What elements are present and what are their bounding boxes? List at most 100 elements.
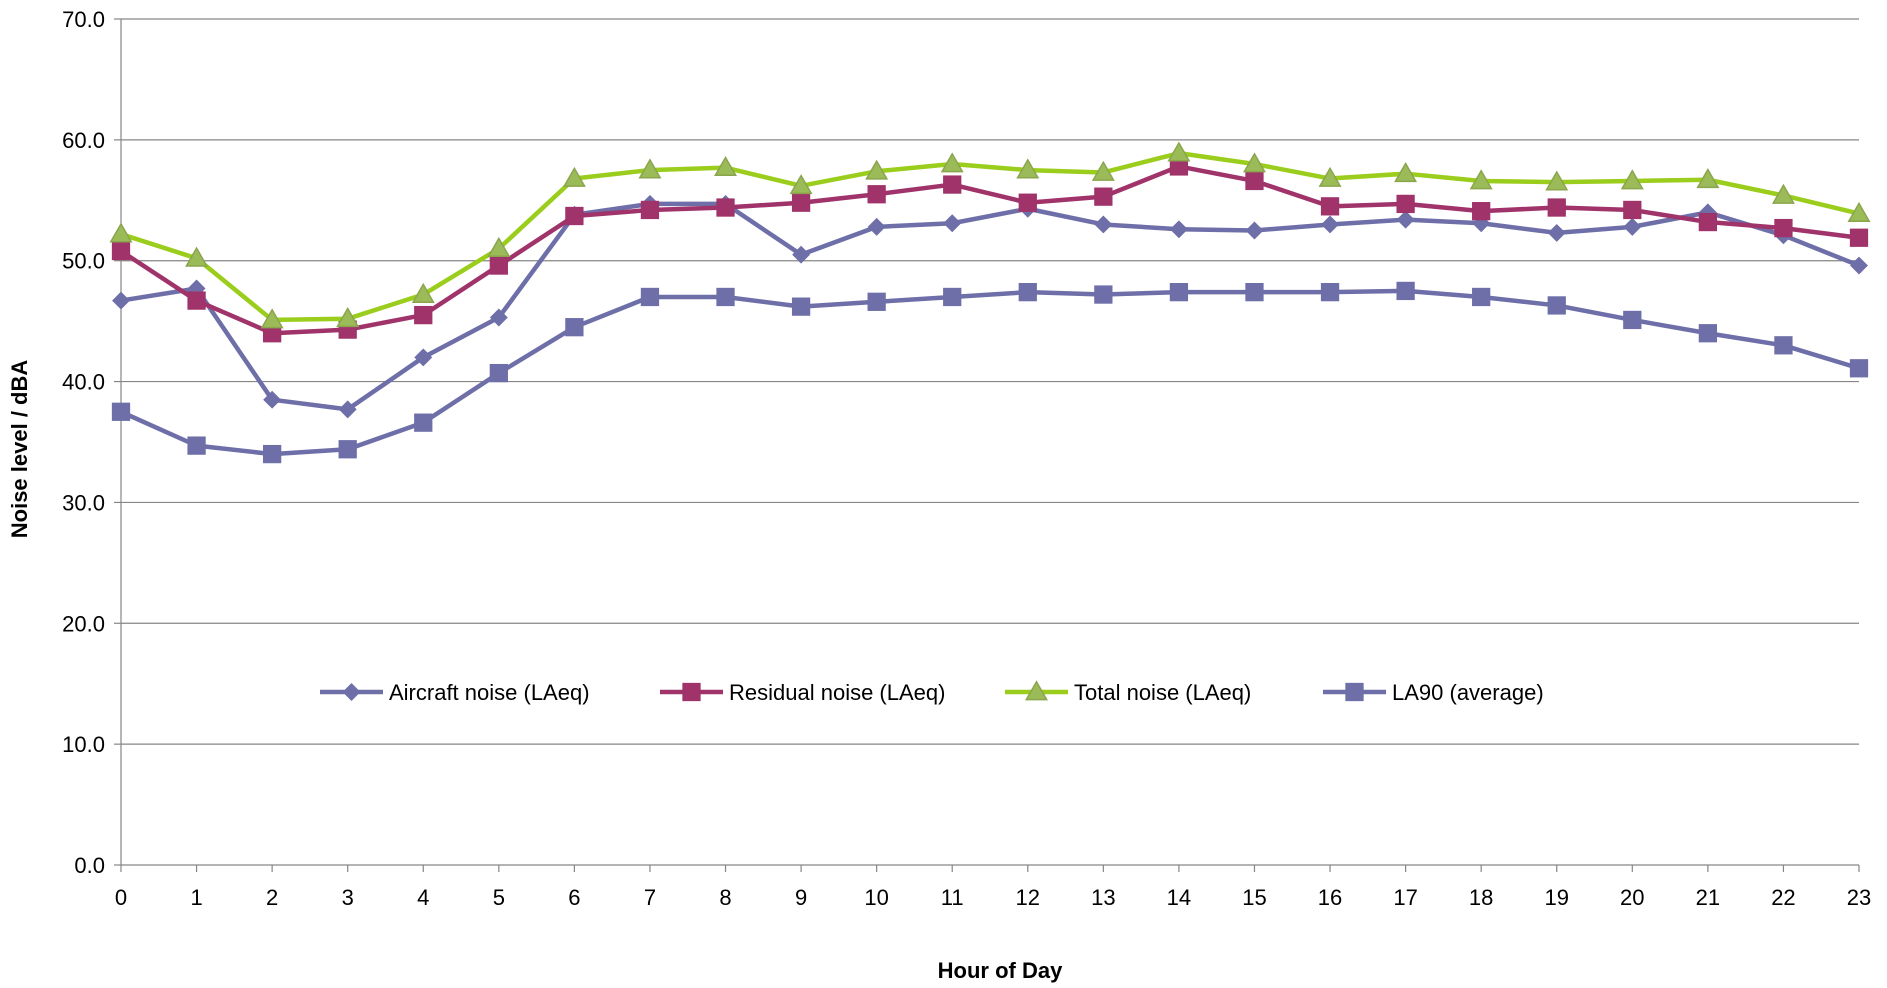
data-point xyxy=(109,222,133,243)
data-point xyxy=(789,174,813,195)
data-point xyxy=(489,308,508,327)
y-tick-label: 10.0 xyxy=(62,732,105,757)
data-point xyxy=(1698,324,1718,343)
x-tick-label: 8 xyxy=(719,885,731,910)
series-line xyxy=(120,150,1860,323)
data-point xyxy=(414,413,433,432)
data-point xyxy=(336,307,360,328)
data-point xyxy=(1698,212,1718,232)
x-tick-label: 12 xyxy=(1016,885,1040,910)
legend-label: Residual noise (LAeq) xyxy=(729,680,945,705)
data-point xyxy=(489,256,508,275)
data-point xyxy=(1696,168,1720,189)
data-point xyxy=(943,287,962,307)
x-tick-label: 2 xyxy=(266,885,278,910)
data-point xyxy=(1091,160,1115,181)
data-point xyxy=(185,246,209,267)
data-point xyxy=(1245,171,1264,191)
data-point xyxy=(1774,336,1793,355)
data-point xyxy=(1169,220,1188,239)
legend-label: Aircraft noise (LAeq) xyxy=(389,680,590,705)
y-tick-label: 30.0 xyxy=(62,490,105,515)
data-point xyxy=(792,245,811,264)
x-tick-label: 4 xyxy=(417,885,429,910)
data-point xyxy=(1623,217,1642,236)
y-tick-label: 50.0 xyxy=(62,249,105,274)
data-point xyxy=(111,241,131,261)
series-group xyxy=(111,157,1869,343)
legend-item: Residual noise (LAeq) xyxy=(660,680,945,705)
x-tick-label: 17 xyxy=(1393,885,1417,910)
data-point xyxy=(867,185,886,204)
legend-marker xyxy=(682,682,701,702)
data-point xyxy=(565,206,584,226)
x-tick-label: 18 xyxy=(1469,885,1493,910)
data-point xyxy=(1242,152,1266,173)
data-point xyxy=(1318,166,1342,187)
x-tick-label: 16 xyxy=(1318,885,1342,910)
x-tick-label: 15 xyxy=(1242,885,1266,910)
data-point xyxy=(1847,201,1871,222)
data-point xyxy=(640,200,660,220)
data-point xyxy=(1547,223,1566,242)
data-point xyxy=(565,318,584,337)
data-point xyxy=(562,166,586,187)
y-tick-label: 0.0 xyxy=(74,853,105,878)
x-tick-label: 11 xyxy=(941,885,964,910)
legend: Aircraft noise (LAeq) Residual noise (LAe… xyxy=(320,680,1544,705)
x-tick-label: 22 xyxy=(1771,885,1795,910)
data-point xyxy=(943,214,962,233)
x-tick-label: 7 xyxy=(644,885,656,910)
data-point xyxy=(414,305,433,325)
series-group xyxy=(111,281,1869,464)
data-point xyxy=(1469,169,1493,190)
data-point xyxy=(714,155,738,177)
data-point xyxy=(1245,221,1264,240)
tick-labels: 0.010.020.030.040.050.060.070.00 1 2 3 4 5 6 7 8… xyxy=(62,7,1871,910)
data-point xyxy=(187,436,206,455)
gridlines xyxy=(121,18,1859,745)
data-point xyxy=(112,291,130,310)
y-tick-label: 20.0 xyxy=(62,611,105,636)
legend-marker xyxy=(342,683,361,701)
data-point xyxy=(1774,218,1793,238)
data-point xyxy=(1320,282,1340,302)
legend-label: LA90 (average) xyxy=(1392,680,1544,705)
x-tick-label: 6 xyxy=(568,885,580,910)
x-tick-label: 19 xyxy=(1544,885,1568,910)
series-group xyxy=(112,194,1868,419)
series-group xyxy=(109,141,1871,329)
data-point xyxy=(791,193,811,212)
data-point xyxy=(338,400,357,419)
data-point xyxy=(716,198,735,217)
data-point xyxy=(1771,183,1795,204)
x-tick-label: 23 xyxy=(1847,885,1871,910)
data-point xyxy=(1394,161,1418,183)
x-tick-label: 0 xyxy=(115,885,127,910)
x-tick-label: 3 xyxy=(342,885,354,910)
data-point xyxy=(1547,296,1566,315)
data-point xyxy=(1320,197,1340,216)
data-point xyxy=(1396,281,1415,301)
data-point xyxy=(1547,198,1566,217)
data-point xyxy=(943,175,962,194)
data-point xyxy=(1545,170,1569,191)
data-point xyxy=(1016,158,1040,179)
legend-marker xyxy=(1345,682,1364,702)
data-point xyxy=(940,152,964,173)
data-point xyxy=(865,159,889,180)
y-axis-title: Noise level / dBA xyxy=(7,360,32,539)
data-point xyxy=(263,390,282,409)
legend-item: Total noise (LAeq) xyxy=(1005,680,1251,705)
y-tick-label: 60.0 xyxy=(62,128,105,153)
x-tick-label: 5 xyxy=(493,885,505,910)
x-tick-label: 13 xyxy=(1091,885,1115,910)
series-line xyxy=(120,201,1860,412)
data-point xyxy=(187,291,206,310)
y-tick-label: 70.0 xyxy=(62,7,105,32)
data-point xyxy=(260,308,284,329)
legend-label: Total noise (LAeq) xyxy=(1074,680,1251,705)
data-point xyxy=(1169,282,1189,302)
data-point xyxy=(1850,256,1868,275)
